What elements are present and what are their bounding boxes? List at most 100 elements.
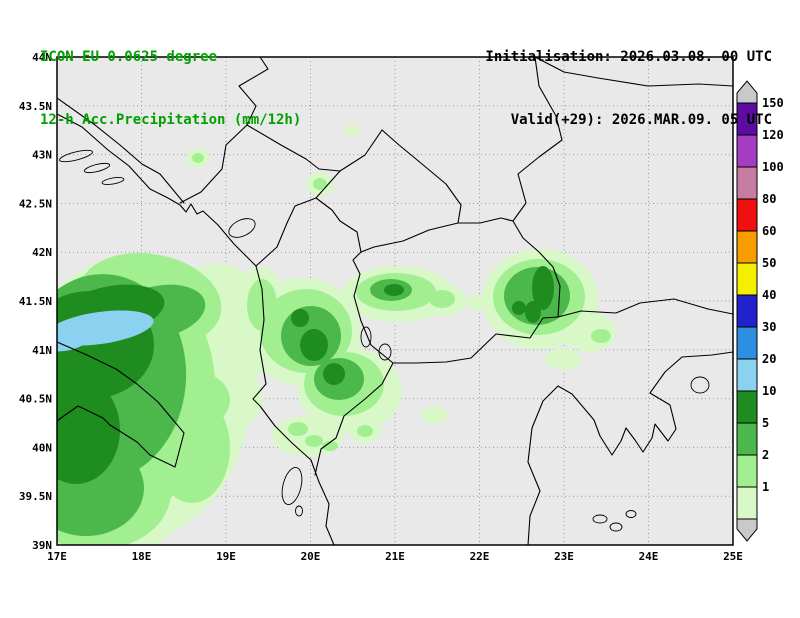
precip-blob-level-2 — [192, 153, 204, 163]
geography-layer — [57, 57, 733, 545]
lat-tick-label: 40.5N — [19, 393, 52, 406]
lon-tick-label: 24E — [639, 550, 659, 563]
precip-blob-level-4 — [300, 329, 328, 361]
coastline-aegean-north-greece — [527, 351, 733, 545]
legend-box — [736, 422, 758, 456]
island-skiathos — [592, 514, 608, 524]
precip-blob-level-4 — [525, 301, 541, 323]
legend-box — [736, 358, 758, 392]
precip-blob-level-1 — [345, 125, 359, 135]
legend-value-label: 5 — [762, 416, 769, 430]
precip-blob-level-4 — [323, 363, 345, 385]
precip-blob-level-2 — [305, 435, 323, 447]
legend-box — [736, 326, 758, 360]
header-right: Initialisation: 2026.03.08. 00 UTC Valid… — [485, 5, 772, 173]
legend-box — [736, 262, 758, 296]
precip-blob-level-2 — [429, 290, 455, 308]
valid-time-label: Valid(+29): 2026.MAR.09. 05 UTC — [510, 112, 772, 128]
border-albania-greece — [314, 362, 394, 476]
lat-tick-label: 43N — [32, 149, 52, 162]
precip-blob-level-2 — [313, 178, 327, 190]
legend-value-label: 50 — [762, 256, 776, 270]
legend-value-label: 10 — [762, 384, 776, 398]
lon-tick-label: 22E — [470, 550, 490, 563]
border-croatia-bosnia — [57, 97, 185, 204]
legend-value-label: 60 — [762, 224, 776, 238]
lake-skadar — [228, 218, 256, 238]
legend-value-label: 150 — [762, 96, 784, 110]
precip-blob-level-4 — [384, 284, 404, 296]
lon-tick-label: 25E — [723, 550, 743, 563]
legend-value-label: 20 — [762, 352, 776, 366]
border-macedonia-greece — [392, 316, 559, 364]
model-title: ICON EU 0.0625 degree — [40, 49, 218, 65]
legend-value-label: 40 — [762, 288, 776, 302]
legend-arrow-bottom — [736, 518, 758, 542]
border-macedonia-bulgaria — [512, 220, 561, 318]
init-time-label: Initialisation: 2026.03.08. 00 UTC — [485, 49, 772, 65]
lat-tick-label: 42N — [32, 246, 52, 259]
lon-tick-label: 19E — [216, 550, 236, 563]
lat-tick-label: 42.5N — [19, 197, 52, 210]
legend-box — [736, 230, 758, 264]
border-macedonia-albania — [352, 251, 394, 364]
island-peljesac — [83, 162, 111, 174]
legend-box — [736, 486, 758, 520]
precip-blob-level-5 — [57, 330, 88, 352]
latitude-axis: 44N 43.5N 43N 42.5N 42N 41.5N 41N 40.5N 40N 39.5N… — [19, 51, 52, 552]
legend-value-label: 2 — [762, 448, 769, 462]
island-corfu — [281, 466, 303, 506]
precip-blob-level-2 — [288, 422, 308, 436]
longitude-axis: 17E 18E 19E 20E 21E 22E 23E 24E 25E — [47, 550, 743, 563]
legend-box — [736, 390, 758, 424]
precip-blob-level-2 — [357, 425, 373, 437]
lat-tick-label: 41.5N — [19, 295, 52, 308]
island-skopelos — [609, 522, 623, 532]
legend-box — [736, 294, 758, 328]
precip-blob-level-1 — [545, 348, 581, 370]
precip-blob-level-2 — [591, 329, 611, 343]
island-korcula — [59, 149, 93, 163]
precip-blob-level-2 — [322, 441, 338, 451]
island-thasos — [690, 376, 710, 394]
lon-tick-label: 23E — [554, 550, 574, 563]
island-mljet — [101, 177, 125, 185]
lake-ohrid — [360, 326, 372, 348]
border-bulgaria-greece — [557, 298, 733, 318]
coastline-italy-apulia — [57, 341, 185, 468]
border-bosnia-montenegro-serbia — [179, 57, 341, 204]
product-title: 12-h Acc.Precipitation (mm/12h) — [40, 112, 302, 128]
lake-prespa — [378, 343, 392, 361]
legend-value-label: 120 — [762, 128, 784, 142]
precip-blob-level-4 — [57, 376, 120, 484]
legend-value-label: 30 — [762, 320, 776, 334]
header-left: ICON EU 0.0625 degree 12-h Acc.Precipita… — [40, 5, 301, 173]
lat-tick-label: 39.5N — [19, 490, 52, 503]
color-scale-legend: 150 120 100 80 60 50 40 30 20 10 5 2 1 — [736, 80, 784, 542]
legend-value-label: 1 — [762, 480, 769, 494]
border-danube-romania-bulgaria — [534, 57, 733, 87]
lat-tick-label: 40N — [32, 441, 52, 454]
island-paxos — [295, 505, 303, 517]
lon-tick-label: 20E — [301, 550, 321, 563]
lat-tick-label: 39N — [32, 539, 52, 552]
precip-blob-level-4 — [512, 301, 526, 315]
lat-tick-label: 41N — [32, 344, 52, 357]
legend-box — [736, 198, 758, 232]
legend-box — [736, 454, 758, 488]
lat-tick-label: 44N — [32, 51, 52, 64]
legend-value-label: 80 — [762, 192, 776, 206]
lon-tick-label: 17E — [47, 550, 67, 563]
legend-value-label: 100 — [762, 160, 784, 174]
border-serbia-bulgaria — [512, 57, 563, 222]
precip-blob-level-4 — [532, 266, 554, 310]
map-frame — [56, 56, 734, 546]
lon-tick-label: 21E — [385, 550, 405, 563]
border-serbia-macedonia — [457, 217, 514, 224]
island-alonissos — [625, 510, 637, 518]
precipitation-layer — [57, 125, 616, 545]
precip-blob-level-4 — [291, 309, 309, 327]
precip-blob-level-1 — [421, 406, 447, 424]
